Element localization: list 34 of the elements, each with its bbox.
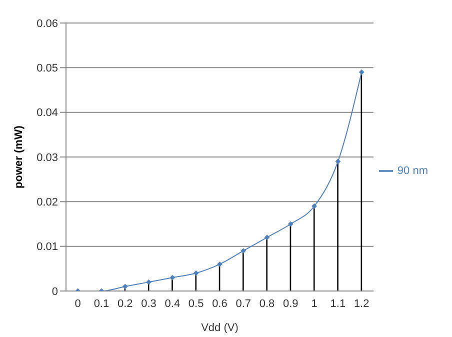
point bbox=[264, 234, 270, 240]
y-tick-label: 0.05 bbox=[36, 62, 58, 75]
y-tick-label: 0.03 bbox=[36, 152, 58, 164]
x-tick-label: 0.1 bbox=[94, 298, 110, 310]
y-tick-label: 0 bbox=[52, 286, 58, 298]
x-tick-label: 1 bbox=[311, 298, 318, 310]
point bbox=[194, 270, 199, 276]
x-tick-label: 0.7 bbox=[236, 298, 252, 310]
point bbox=[170, 275, 175, 280]
x-tick-label: 0.9 bbox=[283, 298, 298, 310]
point bbox=[240, 248, 246, 254]
x-tick-label: 1.2 bbox=[354, 298, 370, 310]
point bbox=[312, 204, 317, 209]
x-tick-label: 0.3 bbox=[141, 298, 156, 310]
point bbox=[288, 222, 294, 226]
y-tick-label: 0.02 bbox=[36, 196, 58, 209]
y-tick-label: 0.04 bbox=[36, 107, 58, 120]
x-tick-label: 1.1 bbox=[330, 298, 346, 310]
y-tick-label: 0.01 bbox=[36, 241, 58, 254]
point bbox=[122, 284, 128, 290]
point bbox=[335, 158, 340, 164]
x-tick-label: 0.6 bbox=[212, 298, 228, 310]
x-tick-label: 0.2 bbox=[117, 298, 133, 310]
x-tick-label: 0.4 bbox=[164, 298, 180, 310]
point bbox=[146, 280, 152, 285]
x-axis-title: Vdd (V) bbox=[201, 322, 238, 334]
y-tick-label: 0.06 bbox=[36, 18, 58, 30]
x-tick-label: 0.8 bbox=[259, 298, 275, 310]
point bbox=[359, 70, 364, 75]
x-tick-label: 0.5 bbox=[188, 298, 204, 310]
legend-label: 90 nm bbox=[397, 164, 428, 176]
point bbox=[217, 262, 222, 267]
y-axis-title: power (mW) bbox=[12, 125, 25, 188]
x-tick-label: 0 bbox=[74, 298, 81, 310]
